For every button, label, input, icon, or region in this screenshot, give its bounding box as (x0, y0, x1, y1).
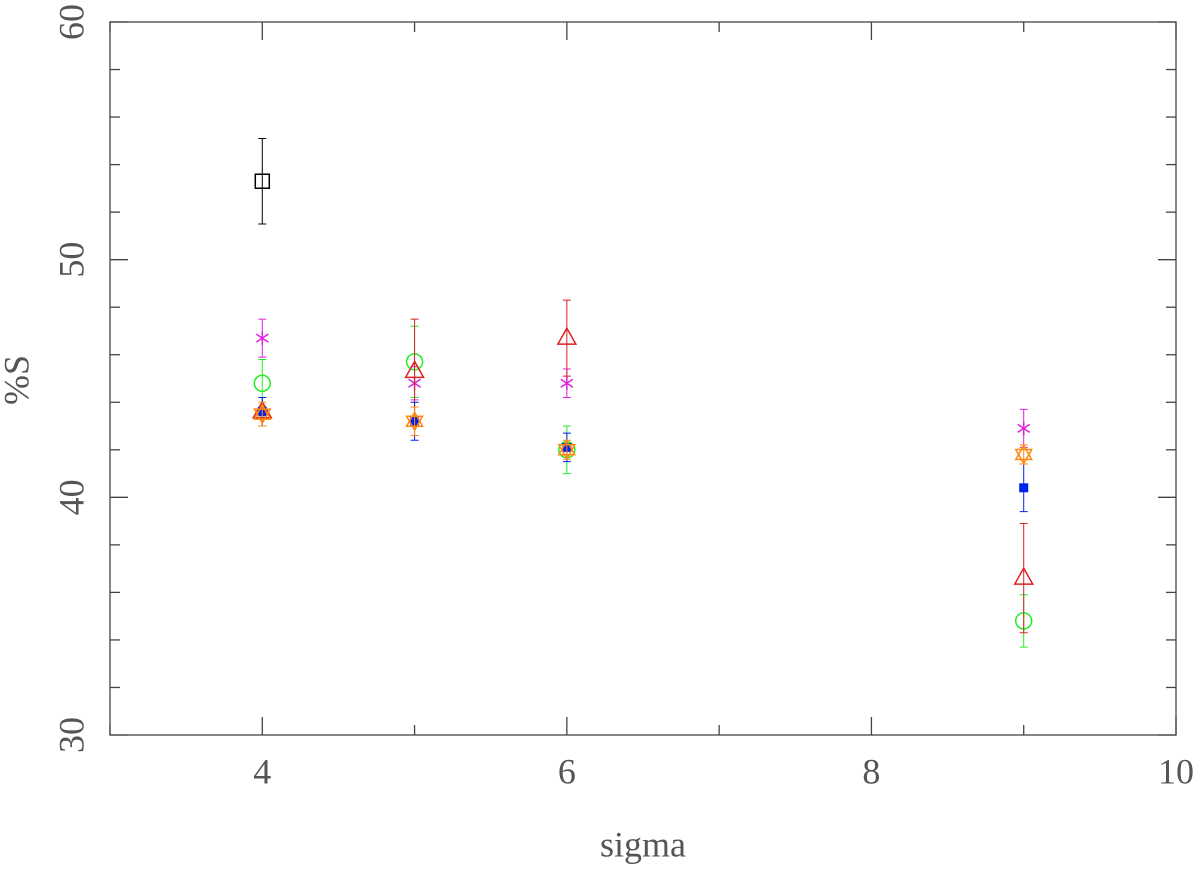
data-point (1014, 444, 1034, 466)
x-tick-label: 10 (1158, 751, 1194, 791)
marker (556, 326, 578, 345)
y-tick-label: 40 (51, 479, 91, 515)
x-tick-label: 6 (558, 751, 576, 791)
y-tick-label: 50 (51, 242, 91, 278)
marker (560, 376, 574, 391)
marker (405, 410, 424, 432)
y-tick-label: 60 (51, 4, 91, 40)
y-tick-label: 30 (51, 717, 91, 753)
data-point (557, 439, 577, 461)
x-tick-label: 4 (253, 751, 271, 791)
data-point (1013, 522, 1034, 634)
error-bar (562, 299, 571, 377)
x-tick-label: 8 (862, 751, 880, 791)
marker (255, 331, 269, 346)
data-point (1019, 463, 1029, 513)
marker (1014, 444, 1034, 466)
marker (1019, 483, 1029, 493)
error-bar (258, 137, 267, 225)
data-point (254, 137, 271, 225)
marker (404, 359, 425, 379)
marker (1013, 566, 1034, 585)
marker (557, 439, 577, 461)
data-point (1017, 408, 1031, 448)
data-point (556, 299, 578, 377)
marker (1017, 421, 1031, 436)
y-axis-label: %S (0, 355, 36, 405)
error-bar (1019, 522, 1028, 634)
data-point (405, 406, 424, 437)
data-point (255, 318, 269, 358)
marker (252, 403, 272, 425)
marker (253, 374, 272, 393)
plot-frame (109, 21, 1177, 736)
data-point (252, 401, 272, 427)
marker (254, 173, 271, 189)
x-axis-label: sigma (600, 824, 686, 864)
